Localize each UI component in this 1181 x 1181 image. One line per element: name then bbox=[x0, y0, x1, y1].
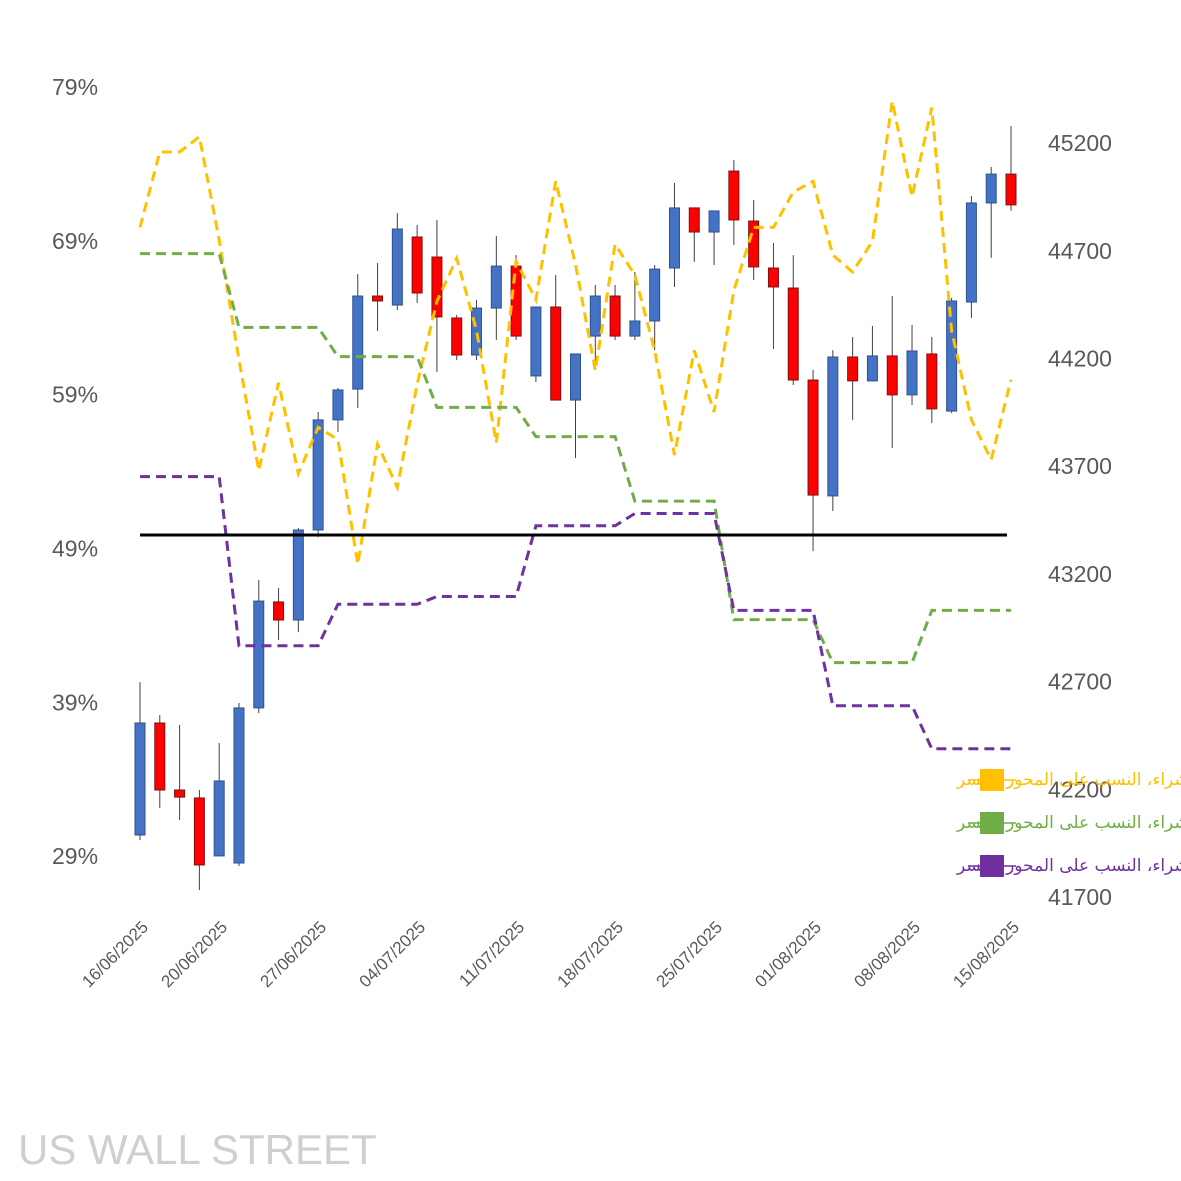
y2-tick-label: 44200 bbox=[1048, 346, 1112, 372]
y-tick-label: 29% bbox=[52, 843, 98, 869]
y-tick-label: 69% bbox=[52, 228, 98, 254]
y2-tick-label: 44700 bbox=[1048, 238, 1112, 264]
candle-body bbox=[589, 295, 601, 337]
candle-body bbox=[708, 210, 720, 233]
candle-body bbox=[886, 355, 898, 396]
candle-body bbox=[213, 780, 225, 857]
candle-body bbox=[134, 722, 146, 836]
candle-body bbox=[807, 379, 819, 496]
x-tick-label: 16/06/2025 bbox=[78, 918, 152, 992]
legend-swatch bbox=[980, 812, 1004, 834]
candle-body bbox=[193, 797, 205, 866]
candle-body bbox=[174, 789, 186, 798]
x-tick-label: 15/08/2025 bbox=[949, 918, 1023, 992]
candle-body bbox=[748, 220, 760, 268]
series-line bbox=[140, 475, 1011, 751]
candle-body bbox=[352, 295, 364, 390]
candle-body bbox=[965, 202, 977, 303]
candle-body bbox=[827, 356, 839, 497]
legend-swatch bbox=[980, 855, 1004, 877]
legend-label: توجه عملاء، نسبة الشراء، النسب على المحو… bbox=[956, 769, 1181, 790]
candle-body bbox=[372, 295, 384, 302]
x-tick-label: 18/07/2025 bbox=[553, 918, 627, 992]
x-tick-label: 01/08/2025 bbox=[751, 918, 825, 992]
candle-body bbox=[510, 265, 522, 337]
y-tick-label: 39% bbox=[52, 689, 98, 715]
candle-body bbox=[570, 353, 581, 401]
candle-body bbox=[411, 236, 423, 294]
x-tick-label: 04/07/2025 bbox=[356, 918, 430, 992]
candle-body bbox=[233, 707, 245, 864]
candle-body bbox=[649, 268, 661, 322]
x-tick-label: 11/07/2025 bbox=[455, 918, 528, 991]
candle-body bbox=[530, 306, 542, 377]
y2-tick-label: 41700 bbox=[1048, 884, 1112, 910]
candle-body bbox=[668, 207, 680, 269]
candle-body bbox=[273, 601, 285, 621]
series-line bbox=[138, 100, 1013, 565]
candle-body bbox=[550, 306, 562, 401]
candle-body bbox=[1005, 173, 1017, 206]
candle-body bbox=[154, 722, 166, 791]
candle-body bbox=[431, 256, 443, 318]
candle-body bbox=[866, 355, 878, 382]
legend-label: توجه المؤسسات، نسبة الشراء، النسب على ال… bbox=[956, 812, 1181, 833]
candle-body bbox=[985, 173, 997, 204]
candle-body bbox=[471, 307, 483, 356]
candle-body bbox=[609, 295, 621, 337]
candle-body bbox=[787, 287, 799, 381]
candle-body bbox=[253, 600, 265, 709]
y2-tick-label: 45200 bbox=[1048, 130, 1112, 156]
candle-body bbox=[451, 317, 463, 356]
y2-tick-label: 42200 bbox=[1048, 776, 1112, 802]
candle-body bbox=[946, 300, 958, 412]
legend-swatch bbox=[980, 769, 1004, 791]
x-tick-label: 20/06/2025 bbox=[158, 918, 232, 992]
candle-body bbox=[926, 353, 938, 410]
candle-body bbox=[688, 207, 700, 233]
x-tick-label: 25/07/2025 bbox=[652, 918, 726, 992]
y-tick-label: 49% bbox=[52, 535, 98, 561]
candle-body bbox=[391, 228, 403, 306]
candle-body bbox=[490, 265, 502, 309]
y2-tick-label: 43700 bbox=[1048, 453, 1112, 479]
candle-body bbox=[629, 320, 641, 337]
candle-body bbox=[728, 170, 740, 221]
candle-body bbox=[312, 419, 324, 531]
candle-body bbox=[906, 350, 918, 396]
candle-body bbox=[847, 356, 859, 382]
y-tick-label: 79% bbox=[52, 74, 98, 100]
series-line bbox=[140, 252, 1011, 665]
y2-tick-label: 42700 bbox=[1048, 669, 1112, 695]
x-tick-label: 08/08/2025 bbox=[850, 918, 924, 992]
candle-body bbox=[332, 389, 344, 421]
watermark: US WALL STREET bbox=[18, 1126, 377, 1173]
candle-body bbox=[767, 267, 779, 288]
x-tick-label: 27/06/2025 bbox=[257, 918, 331, 992]
y-tick-label: 59% bbox=[52, 382, 98, 408]
legend-label: توجه صناديق الرفع المالي، نسبة الشراء، ا… bbox=[956, 855, 1181, 876]
candle-body bbox=[292, 529, 304, 621]
y2-tick-label: 43200 bbox=[1048, 561, 1112, 587]
